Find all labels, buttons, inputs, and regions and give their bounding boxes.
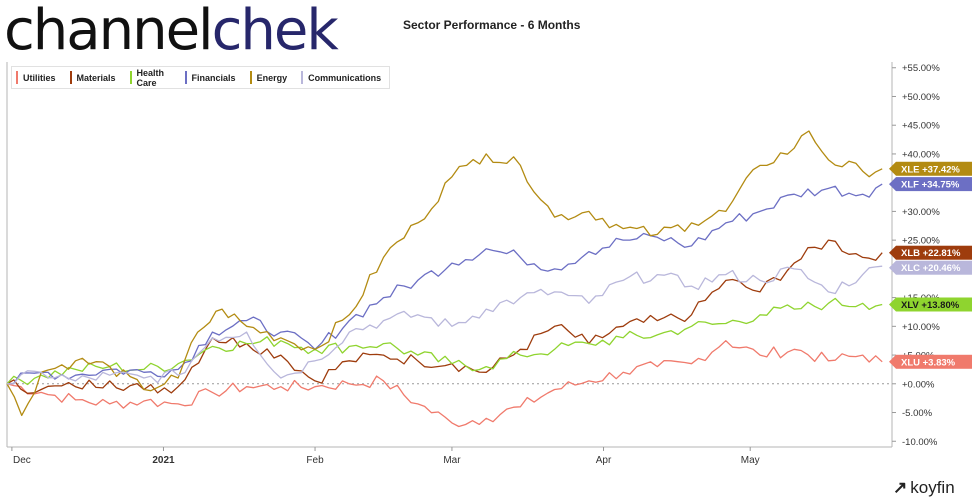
legend-item-xlv[interactable]: Health Care — [129, 67, 171, 88]
legend-item-xlc[interactable]: Communications — [301, 71, 381, 84]
series-line-xlu — [6, 340, 883, 428]
end-label-box-xlb — [896, 245, 972, 260]
x-tick-label: Dec — [13, 455, 31, 466]
end-label-box-xlf — [896, 177, 972, 192]
end-label-xlu: XLU +3.83% — [901, 357, 956, 368]
end-label-pointer — [889, 297, 896, 312]
end-label-box-xlc — [896, 260, 972, 275]
series-line-xlv — [6, 297, 883, 386]
y-tick-label: -10.00% — [902, 437, 938, 448]
legend-label: Utilities — [23, 72, 56, 83]
y-tick-label: +45.00% — [902, 121, 940, 132]
series-line-xlb — [6, 239, 883, 394]
y-tick-label: +30.00% — [902, 207, 940, 218]
logo-part-2: chek — [211, 0, 339, 63]
y-tick-label: +0.00% — [902, 379, 935, 390]
end-label-pointer — [889, 161, 896, 176]
y-tick-label: +25.00% — [902, 236, 940, 247]
end-label-pointer — [889, 354, 896, 369]
x-tick-label: Apr — [596, 455, 612, 466]
end-label-xlv: XLV +13.80% — [901, 300, 960, 311]
x-tick-label: May — [741, 455, 760, 466]
end-label-box-xlv — [896, 297, 972, 312]
x-tick-label: Mar — [443, 455, 461, 466]
end-label-box-xlu — [896, 354, 972, 369]
end-label-pointer — [889, 177, 896, 192]
end-label-xlf: XLF +34.75% — [901, 180, 960, 191]
end-label-xlc: XLC +20.46% — [901, 263, 961, 274]
legend-item-xle[interactable]: Energy — [249, 71, 288, 84]
end-label-pointer — [889, 245, 896, 260]
legend-label: Materials — [76, 72, 116, 83]
x-tick-label: Feb — [306, 455, 324, 466]
end-label-xle: XLE +37.42% — [901, 164, 960, 175]
legend-swatch — [69, 71, 72, 84]
y-tick-label: +10.00% — [902, 322, 940, 333]
legend-label: Communications — [308, 72, 382, 83]
legend-swatch — [129, 71, 132, 84]
logo-part-1: channel — [4, 0, 214, 63]
y-tick-label: +50.00% — [902, 92, 940, 103]
y-tick-label: -5.00% — [902, 408, 933, 419]
legend-label: Energy — [256, 72, 288, 83]
legend-label: Financials — [191, 72, 236, 83]
channelchek-logo: channelchek — [4, 0, 339, 63]
end-label-xlb: XLB +22.81% — [901, 248, 961, 259]
y-tick-label: +40.00% — [902, 149, 940, 160]
legend-item-xlb[interactable]: Materials — [69, 71, 116, 84]
end-label-box-xle — [896, 161, 972, 176]
series-line-xlc — [7, 265, 883, 385]
legend-swatch — [184, 71, 187, 84]
legend-swatch — [249, 71, 252, 84]
koyfin-logo-icon: ↗ — [893, 478, 908, 497]
series-line-xlf — [6, 183, 883, 385]
legend-item-xlf[interactable]: Financials — [184, 71, 236, 84]
x-tick-label: 2021 — [152, 455, 175, 466]
koyfin-brand-name: koyfin — [910, 478, 955, 497]
series-line-xle — [6, 130, 883, 417]
legend-item-xlu[interactable]: Utilities — [16, 71, 56, 84]
chart-title: Sector Performance - 6 Months — [403, 18, 581, 32]
legend-swatch — [16, 71, 18, 84]
y-tick-label: +55.00% — [902, 63, 940, 74]
legend: Utilities Materials Health Care Financials E… — [11, 66, 391, 89]
koyfin-brand: ↗ koyfin — [893, 478, 955, 498]
end-label-pointer — [889, 260, 896, 275]
legend-swatch — [301, 71, 304, 84]
legend-label: Health Care — [136, 67, 165, 88]
